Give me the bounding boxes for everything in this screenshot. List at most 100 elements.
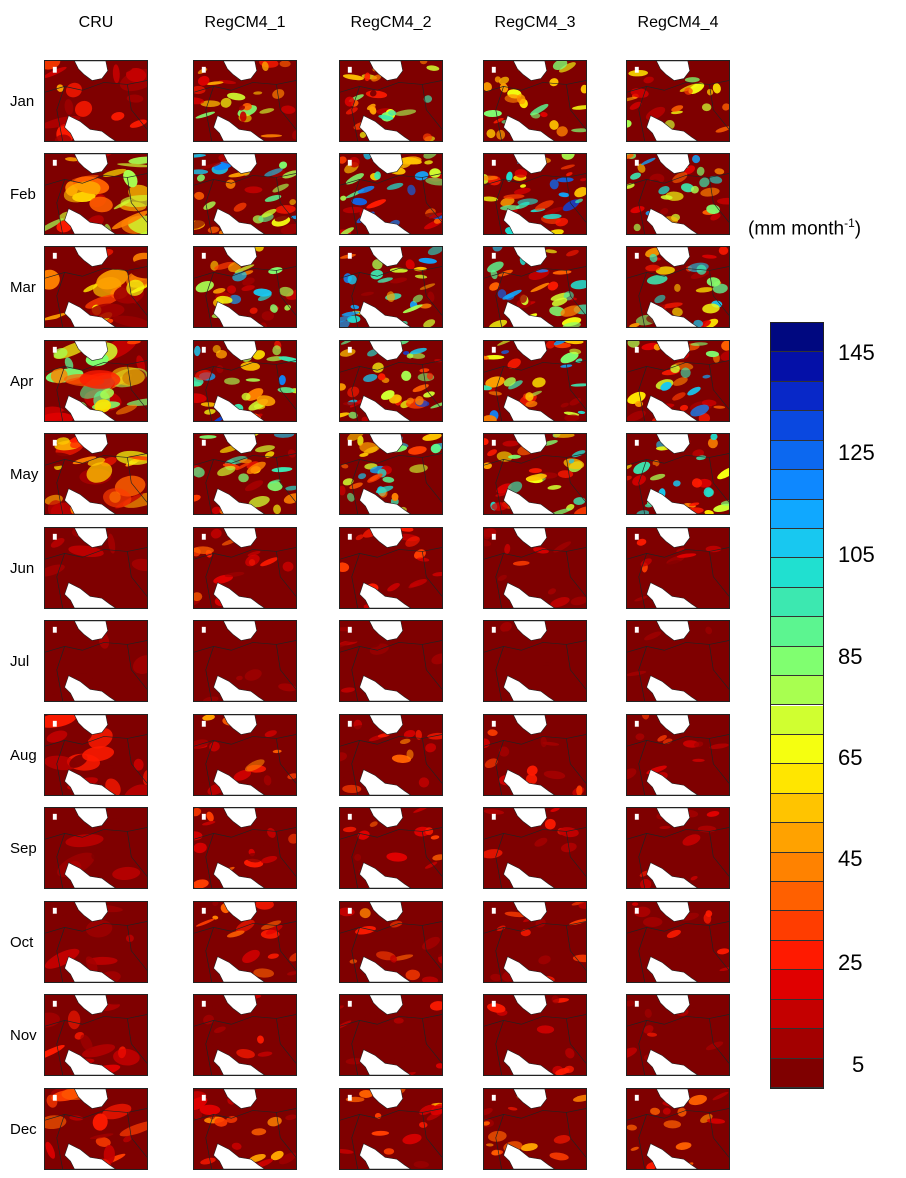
- row-label-apr: Apr: [10, 373, 34, 390]
- map-panel-regcm4-2-aug: [339, 714, 443, 796]
- column-header-cru: CRU: [78, 14, 114, 31]
- map-panel-regcm4-1-jun: [193, 527, 297, 609]
- map-panel-regcm4-4-sep: [626, 807, 730, 889]
- column-header-regcm4-3: RegCM4_3: [494, 14, 576, 31]
- map-panel-regcm4-1-nov: [193, 994, 297, 1076]
- map-panel-cru-jan: [44, 60, 148, 142]
- map-panel-cru-jul: [44, 620, 148, 702]
- row-label-jun: Jun: [10, 560, 35, 577]
- colorbar-segment: [771, 499, 823, 529]
- map-panel-regcm4-1-jan: [193, 60, 297, 142]
- colorbar-segment: [771, 852, 823, 883]
- map-panel-regcm4-4-jul: [626, 620, 730, 702]
- map-panel-regcm4-3-nov: [483, 994, 587, 1076]
- colorbar-segment: [771, 734, 823, 765]
- map-panel-cru-dec: [44, 1088, 148, 1170]
- colorbar-segment: [771, 940, 823, 971]
- map-panel-regcm4-2-jun: [339, 527, 443, 609]
- map-panel-cru-mar: [44, 246, 148, 328]
- colorbar-tick-label: 5: [852, 1052, 865, 1077]
- map-panel-regcm4-4-aug: [626, 714, 730, 796]
- colorbar-segment: [771, 470, 823, 500]
- map-panel-regcm4-1-apr: [193, 340, 297, 422]
- map-panel-regcm4-4-feb: [626, 153, 730, 235]
- map-panel-cru-sep: [44, 807, 148, 889]
- map-panel-regcm4-2-jul: [339, 620, 443, 702]
- row-label-jan: Jan: [10, 93, 35, 110]
- row-label-oct: Oct: [10, 934, 34, 951]
- colorbar: [770, 322, 824, 1089]
- map-panel-cru-may: [44, 433, 148, 515]
- colorbar-tick-label: 145: [838, 340, 875, 365]
- colorbar-segment: [771, 440, 823, 471]
- colorbar-tick-label: 65: [838, 745, 863, 770]
- colorbar-segment: [771, 882, 823, 912]
- column-header-regcm4-2: RegCM4_2: [350, 14, 432, 31]
- colorbar-tick-label: 45: [838, 846, 863, 871]
- colorbar-segment: [771, 676, 823, 706]
- map-panel-regcm4-3-oct: [483, 901, 587, 983]
- map-panel-regcm4-4-may: [626, 433, 730, 515]
- colorbar-segment: [771, 1029, 823, 1059]
- column-header-regcm4-1: RegCM4_1: [204, 14, 286, 31]
- map-panel-regcm4-2-apr: [339, 340, 443, 422]
- map-panel-regcm4-4-jan: [626, 60, 730, 142]
- colorbar-tick-label: 105: [838, 542, 875, 567]
- colorbar-segment: [771, 352, 823, 382]
- colorbar-segment: [771, 617, 823, 647]
- colorbar-segment: [771, 911, 823, 941]
- map-panel-cru-nov: [44, 994, 148, 1076]
- map-panel-regcm4-4-jun: [626, 527, 730, 609]
- colorbar-segment: [771, 970, 823, 1000]
- colorbar-segment: [771, 587, 823, 618]
- map-panel-regcm4-1-feb: [193, 153, 297, 235]
- row-label-feb: Feb: [10, 186, 36, 203]
- colorbar-segment: [771, 999, 823, 1030]
- map-panel-regcm4-2-feb: [339, 153, 443, 235]
- colorbar-segment: [771, 793, 823, 824]
- map-panel-regcm4-1-dec: [193, 1088, 297, 1170]
- map-panel-regcm4-2-may: [339, 433, 443, 515]
- colorbar-segment: [771, 323, 823, 353]
- colorbar-unit-label: (mm month-1): [748, 216, 862, 240]
- column-header-regcm4-4: RegCM4_4: [637, 14, 719, 31]
- row-label-jul: Jul: [10, 653, 30, 670]
- map-panel-cru-jun: [44, 527, 148, 609]
- map-panel-regcm4-2-mar: [339, 246, 443, 328]
- map-panel-regcm4-1-jul: [193, 620, 297, 702]
- colorbar-segment: [771, 381, 823, 412]
- map-panel-cru-oct: [44, 901, 148, 983]
- map-panel-regcm4-4-dec: [626, 1088, 730, 1170]
- colorbar-segment: [771, 646, 823, 677]
- map-panel-regcm4-2-oct: [339, 901, 443, 983]
- map-panel-regcm4-3-dec: [483, 1088, 587, 1170]
- map-panel-regcm4-1-aug: [193, 714, 297, 796]
- map-panel-regcm4-4-mar: [626, 246, 730, 328]
- colorbar-segment: [771, 528, 823, 559]
- map-panel-regcm4-2-sep: [339, 807, 443, 889]
- map-panel-regcm4-2-nov: [339, 994, 443, 1076]
- map-panel-cru-apr: [44, 340, 148, 422]
- row-label-dec: Dec: [10, 1121, 37, 1138]
- colorbar-tick-label: 125: [838, 440, 875, 465]
- map-panel-regcm4-3-jun: [483, 527, 587, 609]
- colorbar-segment: [771, 705, 823, 735]
- row-label-sep: Sep: [10, 840, 37, 857]
- map-panel-regcm4-1-mar: [193, 246, 297, 328]
- map-panel-cru-aug: [44, 714, 148, 796]
- map-panel-regcm4-4-apr: [626, 340, 730, 422]
- colorbar-segment: [771, 764, 823, 794]
- colorbar-tick-label: 85: [838, 644, 863, 669]
- row-label-may: May: [10, 466, 39, 483]
- row-label-mar: Mar: [10, 279, 36, 296]
- colorbar-segment: [771, 823, 823, 853]
- map-panel-regcm4-3-sep: [483, 807, 587, 889]
- map-panel-regcm4-2-dec: [339, 1088, 443, 1170]
- colorbar-segment: [771, 411, 823, 441]
- map-panel-regcm4-3-feb: [483, 153, 587, 235]
- map-panel-regcm4-1-oct: [193, 901, 297, 983]
- map-panel-regcm4-3-may: [483, 433, 587, 515]
- map-panel-regcm4-4-oct: [626, 901, 730, 983]
- colorbar-segment: [771, 1058, 823, 1088]
- map-panel-regcm4-3-jul: [483, 620, 587, 702]
